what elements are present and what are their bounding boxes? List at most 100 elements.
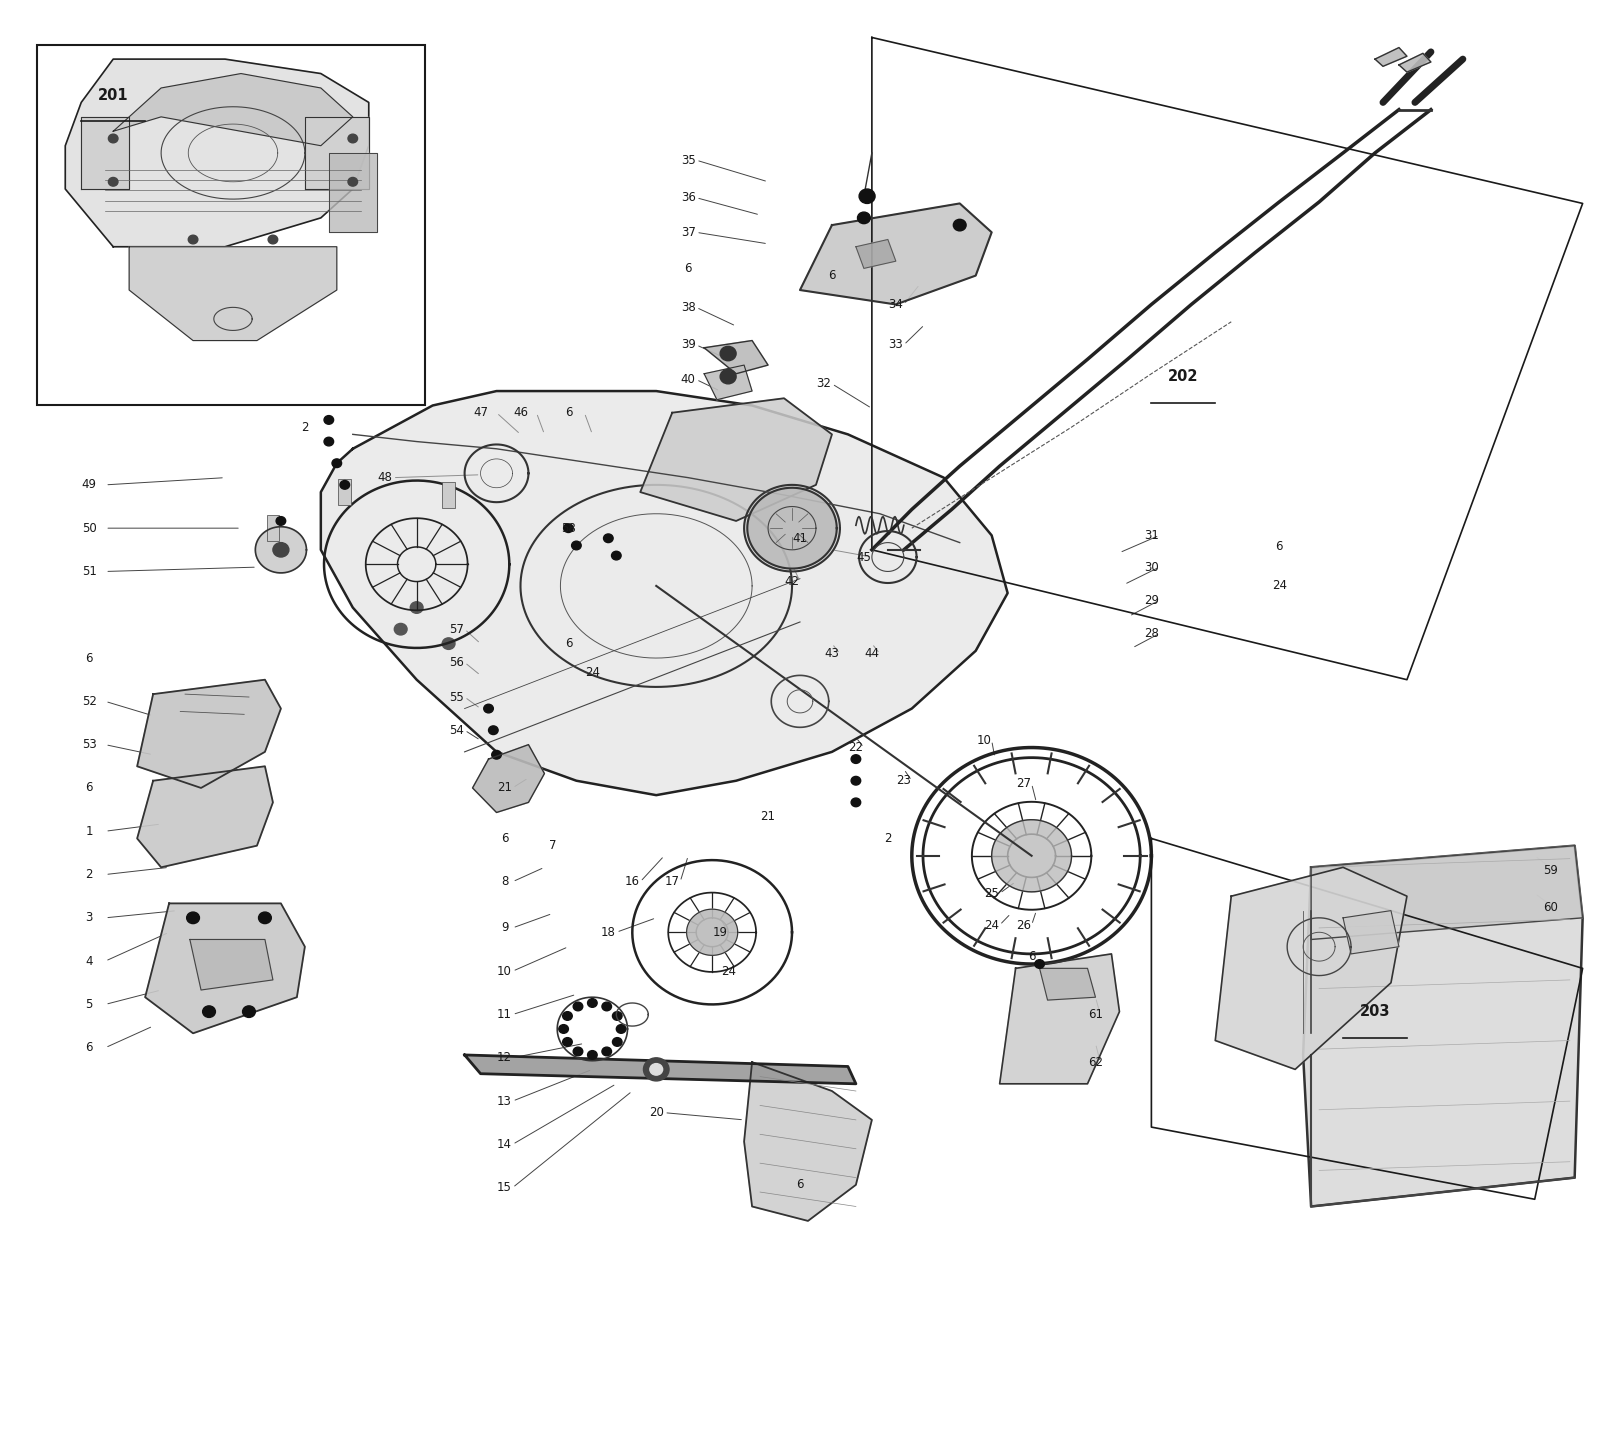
Text: 23: 23 [896, 774, 912, 787]
Circle shape [491, 750, 501, 759]
Polygon shape [686, 910, 738, 956]
Polygon shape [472, 745, 544, 813]
Text: 24: 24 [1272, 580, 1286, 593]
Circle shape [109, 134, 118, 143]
Circle shape [563, 523, 573, 532]
Text: 59: 59 [1544, 863, 1558, 876]
Polygon shape [330, 153, 376, 233]
Circle shape [587, 1051, 597, 1060]
Polygon shape [1398, 54, 1430, 72]
Text: 6: 6 [501, 831, 509, 844]
Text: 51: 51 [82, 565, 96, 578]
Circle shape [277, 516, 286, 525]
Polygon shape [747, 487, 837, 568]
Polygon shape [800, 204, 992, 305]
Text: 28: 28 [1144, 628, 1158, 641]
Text: 22: 22 [848, 740, 864, 753]
Text: 201: 201 [98, 88, 128, 103]
Polygon shape [130, 247, 338, 341]
Text: 6: 6 [565, 406, 573, 419]
Polygon shape [1216, 868, 1406, 1070]
Text: 8: 8 [501, 875, 509, 888]
Text: 39: 39 [680, 338, 696, 351]
Polygon shape [704, 341, 768, 373]
Circle shape [613, 1038, 622, 1047]
Circle shape [954, 220, 966, 231]
Text: 48: 48 [378, 471, 392, 484]
Circle shape [563, 1012, 573, 1021]
Polygon shape [82, 117, 130, 189]
Text: 36: 36 [680, 191, 696, 204]
Polygon shape [146, 904, 306, 1034]
Polygon shape [464, 1056, 856, 1084]
Text: 60: 60 [1544, 901, 1558, 914]
Text: 57: 57 [450, 623, 464, 636]
Text: 10: 10 [498, 964, 512, 977]
Circle shape [347, 178, 357, 187]
Circle shape [602, 1047, 611, 1056]
Text: 50: 50 [82, 522, 96, 535]
Text: 58: 58 [562, 522, 576, 535]
Polygon shape [1374, 48, 1406, 67]
Text: 3: 3 [85, 911, 93, 924]
Circle shape [851, 798, 861, 807]
Polygon shape [744, 484, 840, 571]
Circle shape [277, 545, 286, 554]
Text: 40: 40 [680, 373, 696, 386]
Text: 29: 29 [1144, 594, 1158, 607]
Text: 42: 42 [784, 576, 800, 589]
Text: 5: 5 [85, 998, 93, 1011]
Circle shape [643, 1058, 669, 1082]
Polygon shape [744, 1063, 872, 1220]
Text: 6: 6 [685, 262, 691, 275]
Circle shape [203, 1006, 216, 1018]
Text: 21: 21 [760, 810, 776, 823]
Polygon shape [138, 766, 274, 868]
Text: 2: 2 [301, 421, 309, 434]
Polygon shape [138, 680, 282, 788]
Text: 41: 41 [792, 532, 808, 545]
Text: 46: 46 [514, 406, 528, 419]
Circle shape [573, 1047, 582, 1056]
Text: 43: 43 [824, 648, 840, 661]
Text: 12: 12 [498, 1051, 512, 1064]
Polygon shape [1302, 846, 1582, 1206]
Text: 18: 18 [602, 925, 616, 938]
Polygon shape [992, 820, 1072, 892]
Circle shape [720, 347, 736, 360]
Circle shape [347, 390, 357, 399]
Circle shape [347, 134, 357, 143]
Text: 54: 54 [450, 723, 464, 736]
Text: 9: 9 [501, 921, 509, 934]
Text: 34: 34 [888, 298, 904, 311]
Text: 10: 10 [976, 733, 990, 746]
Circle shape [325, 437, 334, 445]
Text: 20: 20 [650, 1106, 664, 1119]
Text: 35: 35 [682, 153, 696, 166]
Circle shape [563, 1038, 573, 1047]
Polygon shape [256, 526, 307, 573]
Polygon shape [190, 940, 274, 991]
Circle shape [851, 777, 861, 785]
Circle shape [603, 534, 613, 542]
Circle shape [269, 236, 278, 244]
Polygon shape [306, 117, 368, 189]
Polygon shape [322, 390, 1008, 795]
Circle shape [339, 480, 349, 489]
Text: 203: 203 [1360, 1004, 1390, 1019]
Bar [37, 45, 424, 405]
Circle shape [410, 602, 422, 613]
Text: 24: 24 [984, 918, 998, 931]
Text: 6: 6 [797, 1178, 803, 1192]
Text: 6: 6 [85, 1041, 93, 1054]
Circle shape [259, 912, 272, 924]
Polygon shape [640, 398, 832, 521]
Polygon shape [114, 74, 352, 146]
Circle shape [720, 369, 736, 383]
Text: 6: 6 [1027, 950, 1035, 963]
Bar [267, 515, 280, 541]
Text: 49: 49 [82, 479, 96, 492]
Bar [442, 482, 454, 508]
Circle shape [109, 178, 118, 187]
Text: 15: 15 [498, 1181, 512, 1194]
